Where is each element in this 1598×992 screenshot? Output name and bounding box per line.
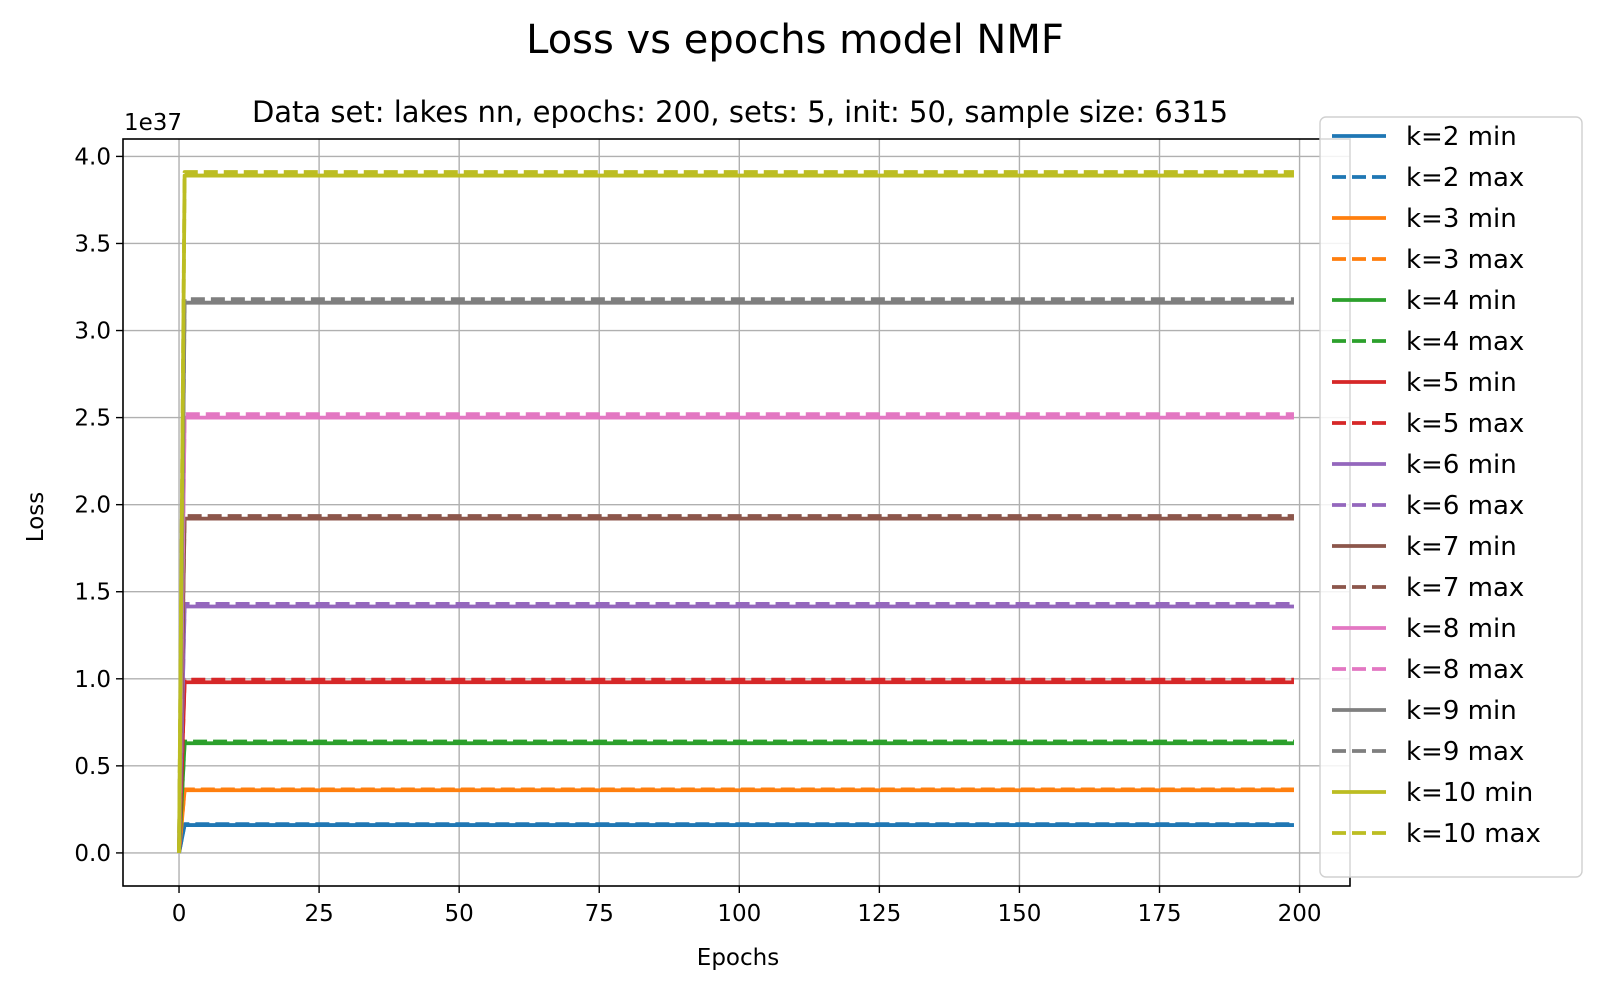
y-tick-label: 2.5 [74, 406, 111, 432]
series-line-k-10-max [177, 170, 1294, 853]
y-tick-label: 0.0 [74, 841, 111, 867]
series-group [177, 170, 1294, 854]
legend-label-k-10-max: k=10 max [1406, 819, 1541, 849]
legend-label-k-10-min: k=10 min [1406, 778, 1533, 808]
series-line-k-3-max [177, 787, 1294, 854]
y-tick-label: 0.5 [74, 754, 111, 780]
series-line-k-6-max [177, 602, 1294, 853]
grid [123, 139, 1350, 886]
series-line-k-2-min [177, 823, 1294, 854]
chart-subtitle: Data set: lakes nn, epochs: 200, sets: 5… [252, 95, 1228, 129]
legend-label-k-4-max: k=4 max [1406, 327, 1524, 357]
legend-label-k-9-max: k=9 max [1406, 737, 1524, 767]
legend-label-k-7-max: k=7 max [1406, 573, 1524, 603]
y-tick-label: 4.0 [74, 144, 111, 170]
series-line-k-7-min [177, 516, 1294, 853]
x-tick-label: 100 [717, 901, 761, 927]
x-tick-label: 25 [304, 901, 333, 927]
series-line-k-3-min [177, 788, 1294, 854]
y-tick-label: 3.0 [74, 319, 111, 345]
y-tick-label: 3.5 [74, 231, 111, 257]
plot-frame [122, 138, 1351, 887]
legend-label-k-2-max: k=2 max [1406, 163, 1524, 193]
series-line-k-6-min [177, 604, 1294, 853]
series-line-k-2-max [177, 822, 1294, 854]
x-tick-label: 200 [1278, 901, 1322, 927]
series-line-k-7-max [177, 514, 1294, 853]
legend: k=2 min k=2 max k=3 min k=3 max k=4 min k=4 m… [1319, 116, 1583, 878]
x-tick-label: 150 [997, 901, 1041, 927]
legend-label-k-3-min: k=3 min [1406, 204, 1517, 234]
series-line-k-5-min [177, 680, 1294, 853]
legend-box [1319, 116, 1583, 878]
x-axis-label: Epochs [697, 945, 779, 971]
x-tick-label: 125 [857, 901, 901, 927]
series-line-k-9-max [177, 297, 1294, 853]
legend-label-k-3-max: k=3 max [1406, 245, 1524, 275]
x-tick-label: 75 [585, 901, 614, 927]
legend-label-k-2-min: k=2 min [1406, 122, 1517, 152]
y-offset-label: 1e37 [124, 110, 182, 136]
legend-label-k-6-min: k=6 min [1406, 450, 1517, 480]
legend-label-k-4-min: k=4 min [1406, 286, 1517, 316]
y-tick-label: 1.5 [74, 580, 111, 606]
x-tick-label: 50 [445, 901, 474, 927]
series-line-k-4-max [177, 739, 1294, 854]
legend-label-k-8-min: k=8 min [1406, 614, 1517, 644]
y-tick-label: 1.0 [74, 667, 111, 693]
x-tick-label: 175 [1138, 901, 1182, 927]
y-tick-label: 2.0 [74, 493, 111, 519]
chart-title: Loss vs epochs model NMF [526, 17, 1064, 63]
legend-label-k-8-max: k=8 max [1406, 655, 1524, 685]
legend-label-k-9-min: k=9 min [1406, 696, 1517, 726]
legend-label-k-6-max: k=6 max [1406, 491, 1524, 521]
series-line-k-4-min [177, 741, 1294, 854]
series-line-k-8-max [177, 412, 1294, 853]
series-line-k-9-min [177, 300, 1294, 853]
y-axis-label: Loss [23, 492, 49, 542]
legend-label-k-5-min: k=5 min [1406, 368, 1517, 398]
legend-label-k-5-max: k=5 max [1406, 409, 1524, 439]
legend-label-k-7-min: k=7 min [1406, 532, 1517, 562]
ticks: 0 25 50 75 100 125 150 175 200 0.0 0.5 1.0 1.5 2.0 2.5… [74, 144, 1321, 927]
x-tick-label: 0 [172, 901, 187, 927]
